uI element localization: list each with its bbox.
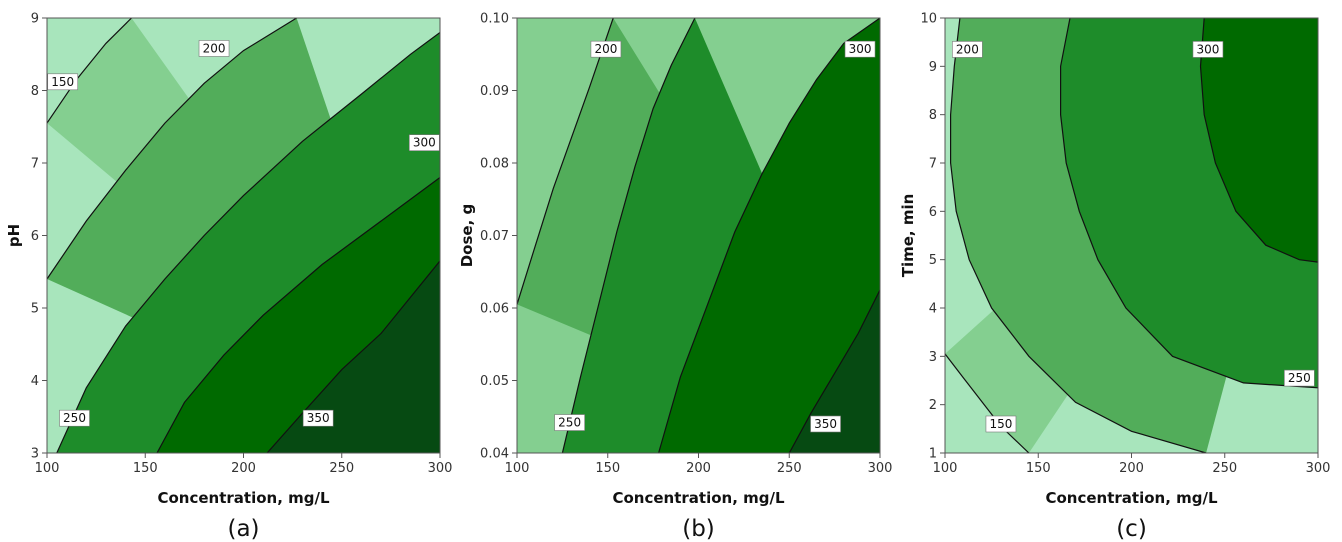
contour-label-200: 200	[198, 40, 230, 57]
y-tick-label: 8	[31, 84, 39, 99]
y-tick-label: 3	[31, 447, 39, 462]
contour-line-150	[47, 18, 132, 124]
contour-label-text: 300	[849, 42, 872, 56]
contour-region-300	[1200, 18, 1318, 263]
panel-label: (b)	[682, 516, 715, 542]
contour-fills	[47, 18, 440, 453]
contour-label-150: 150	[47, 73, 79, 91]
contour-panel-1: 150 200 300 250 350 100 150 200 250 300 3 4 5 6 7 8 9 Con…	[5, 12, 452, 542]
contour-line-150	[945, 353, 1030, 453]
contour-label-250: 250	[554, 414, 585, 431]
panel-label: (a)	[227, 516, 259, 542]
contour-fills	[945, 18, 1318, 453]
y-tick-label: 5	[31, 302, 39, 317]
x-tick-label: 300	[868, 461, 893, 476]
contour-line-250	[56, 32, 440, 453]
contour-lines	[47, 18, 440, 453]
x-axis-label: Concentration, mg/L	[1045, 489, 1217, 507]
x-tick-label: 100	[505, 461, 530, 476]
y-axis-label: pH	[5, 224, 23, 247]
y-tick-label: 7	[31, 157, 39, 172]
y-tick-label: 8	[929, 108, 937, 123]
x-tick-label: 150	[1026, 461, 1051, 476]
y-tick-label: 7	[929, 157, 937, 172]
contour-lines	[517, 18, 880, 453]
contour-line-200	[950, 18, 1207, 453]
y-axis-label: Time, min	[899, 194, 917, 278]
contour-label-250: 250	[59, 409, 90, 427]
y-tick-label: 9	[929, 60, 937, 75]
contour-label-text: 300	[1197, 42, 1220, 56]
contour-label-200: 200	[952, 41, 983, 58]
y-tick-label: 4	[31, 374, 39, 389]
y-tick-label: 6	[31, 229, 39, 244]
contour-label-text: 250	[558, 416, 581, 430]
x-tick-label: 250	[329, 461, 354, 476]
contour-label-text: 250	[63, 411, 86, 425]
x-tick-label: 150	[595, 461, 620, 476]
y-tick-label: 0.06	[480, 302, 509, 317]
y-tick-label: 2	[929, 398, 937, 413]
x-axis-label: Concentration, mg/L	[612, 489, 784, 507]
contour-label-text: 200	[956, 42, 979, 56]
x-tick-label: 200	[686, 461, 711, 476]
contour-line-200	[517, 18, 614, 305]
contour-line-300	[1199, 18, 1318, 263]
contour-label-text: 300	[413, 136, 436, 150]
y-tick-label: 6	[929, 205, 937, 220]
contour-label-text: 200	[594, 42, 617, 56]
x-tick-label: 300	[1306, 461, 1331, 476]
x-axis-label: Concentration, mg/L	[157, 489, 329, 507]
contour-label-text: 250	[1288, 371, 1311, 385]
contour-line-350	[788, 289, 880, 453]
contour-panel-2: 200 300 250 350 100 150 200 250 300 0.04 0.05 0.06 0…	[458, 12, 892, 542]
contour-label-250: 250	[1284, 369, 1315, 387]
x-tick-label: 200	[1119, 461, 1144, 476]
x-tick-label: 250	[777, 461, 802, 476]
contour-label-350: 350	[302, 409, 334, 427]
x-tick-label: 300	[428, 461, 453, 476]
y-tick-label: 0.08	[480, 157, 509, 172]
contour-label-300: 300	[844, 40, 876, 58]
y-tick-label: 9	[31, 12, 39, 27]
contour-label-200: 200	[590, 40, 622, 58]
y-axis-label: Dose, g	[458, 204, 476, 268]
contour-label-text: 150	[989, 417, 1012, 431]
contour-label-text: 350	[814, 417, 837, 431]
contour-line-250	[561, 18, 696, 453]
x-tick-label: 200	[231, 461, 256, 476]
contour-fills	[517, 18, 880, 453]
contour-line-250	[1060, 18, 1318, 389]
x-tick-label: 250	[1212, 461, 1237, 476]
y-tick-label: 5	[929, 253, 937, 268]
y-tick-label: 10	[920, 12, 937, 27]
y-tick-label: 4	[929, 302, 937, 317]
contour-label-text: 200	[203, 41, 226, 55]
contour-region-300	[658, 18, 880, 453]
contour-label-text: 350	[307, 411, 330, 425]
contour-lines	[945, 18, 1318, 453]
contour-label-150: 150	[985, 415, 1017, 433]
contour-label-text: 150	[51, 75, 74, 89]
contour-label-350: 350	[810, 415, 841, 433]
y-tick-label: 0.09	[480, 84, 509, 99]
panel-label: (c)	[1116, 516, 1147, 542]
contour-label-300: 300	[1192, 41, 1224, 58]
contour-panel-3: 200 300 250 150 100 150 200 250 300 1 2 3 4 5 6 7 8 9 10 Co…	[899, 12, 1330, 542]
x-tick-label: 150	[133, 461, 158, 476]
y-tick-label: 1	[929, 447, 937, 462]
y-tick-label: 0.10	[480, 12, 509, 27]
contour-line-350	[266, 260, 440, 453]
y-tick-label: 0.07	[480, 229, 509, 244]
x-tick-label: 100	[933, 461, 958, 476]
contour-line-300	[658, 18, 880, 453]
y-tick-label: 0.04	[480, 447, 509, 462]
y-tick-label: 0.05	[480, 374, 509, 389]
contour-line-200	[47, 18, 297, 280]
y-tick-label: 3	[929, 350, 937, 365]
contour-label-300: 300	[408, 134, 440, 151]
x-tick-label: 100	[35, 461, 60, 476]
contour-line-300	[156, 177, 440, 453]
